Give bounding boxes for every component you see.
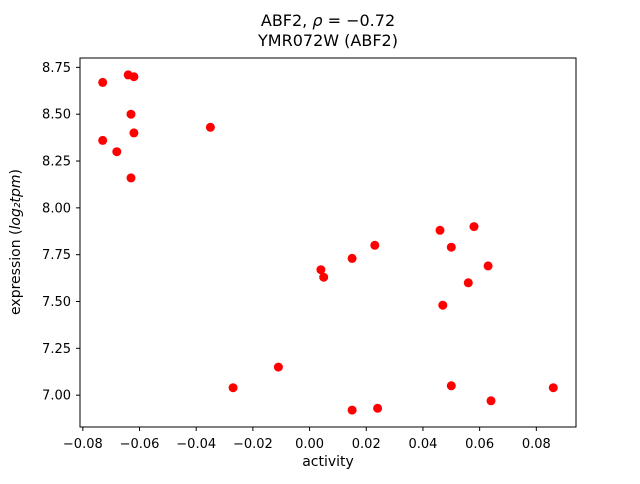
title-gene-text: ABF2, — [261, 11, 312, 30]
data-point — [319, 272, 329, 282]
data-point — [316, 265, 326, 275]
data-point — [469, 222, 479, 232]
ylabel-close: ) — [8, 169, 24, 174]
x-tick-label: 0.02 — [352, 437, 381, 452]
title-rho-symbol: ρ — [312, 11, 322, 30]
data-points — [98, 70, 558, 415]
x-tick-label: −0.06 — [120, 437, 160, 452]
x-tick-label: −0.08 — [63, 437, 103, 452]
data-point — [205, 122, 215, 132]
x-tick-label: 0.06 — [465, 437, 494, 452]
title-rho-value: = −0.72 — [323, 11, 396, 30]
x-tick-label: −0.04 — [176, 437, 216, 452]
data-point — [347, 253, 357, 263]
y-tick-label: 7.25 — [42, 342, 71, 357]
data-point — [273, 362, 283, 372]
x-axis-label: activity — [302, 454, 354, 470]
data-point — [435, 225, 445, 235]
y-axis-label: expression (log₂tpm) — [8, 169, 24, 315]
data-point — [98, 77, 108, 87]
data-point — [126, 173, 136, 183]
data-point — [446, 381, 456, 391]
y-tick-label: 8.00 — [42, 201, 71, 216]
data-point — [228, 383, 238, 393]
x-tick-label: 0.00 — [295, 437, 324, 452]
data-point — [463, 278, 473, 288]
data-point — [129, 128, 139, 138]
y-tick-label: 8.75 — [42, 61, 71, 76]
y-tick-label: 7.50 — [42, 295, 71, 310]
y-tick-label: 7.75 — [42, 248, 71, 263]
data-point — [129, 72, 139, 82]
data-point — [438, 300, 448, 310]
ylabel-math: log₂tpm — [8, 175, 24, 230]
data-point — [347, 405, 357, 415]
data-point — [548, 383, 558, 393]
y-axis-ticks: 7.00 7.25 7.50 7.75 8.00 8.25 8.50 8.75 — [42, 61, 80, 404]
data-point — [486, 396, 496, 406]
x-tick-label: 0.04 — [408, 437, 437, 452]
chart-title-line1: ABF2, ρ = −0.72 — [261, 11, 395, 30]
y-tick-label: 8.25 — [42, 155, 71, 170]
x-axis-ticks: −0.08 −0.06 −0.04 −0.02 0.00 0.02 0.04 0.06 0.08 — [63, 427, 551, 452]
data-point — [446, 242, 456, 252]
data-point — [112, 147, 122, 157]
x-tick-label: −0.02 — [233, 437, 273, 452]
ylabel-text: expression ( — [8, 230, 24, 315]
y-tick-label: 8.50 — [42, 108, 71, 123]
data-point — [373, 403, 383, 413]
y-tick-label: 7.00 — [42, 389, 71, 404]
data-point — [98, 135, 108, 145]
data-point — [126, 109, 136, 119]
plot-area — [79, 57, 577, 428]
x-tick-label: 0.08 — [522, 437, 551, 452]
data-point — [370, 240, 380, 250]
data-point — [483, 261, 493, 271]
chart-title-line2: YMR072W (ABF2) — [257, 31, 398, 50]
